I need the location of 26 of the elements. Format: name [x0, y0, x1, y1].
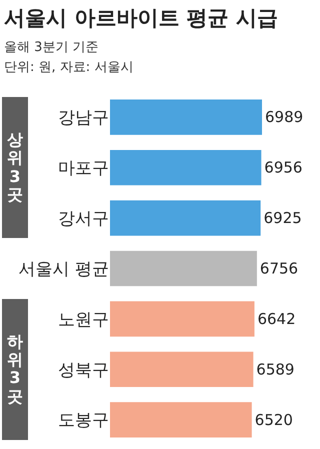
chart-title: 서울시 아르바이트 평균 시급 [4, 5, 278, 32]
bar [110, 352, 254, 388]
data-label: 6520 [254, 410, 293, 429]
data-label: 6589 [256, 360, 294, 378]
y-tick-label: 마포구 [58, 158, 109, 179]
y-tick-label: 성북구 [58, 360, 109, 380]
bar [110, 150, 262, 186]
group-label: 상위 3곳 [2, 97, 28, 238]
group-label: 하위 3곳 [2, 298, 28, 440]
bar [110, 200, 261, 236]
bar [110, 402, 252, 438]
y-tick-label: 서울시 평균 [18, 259, 109, 280]
y-tick-label: 강서구 [58, 209, 109, 230]
y-tick-label: 강남구 [58, 108, 109, 128]
y-tick-label: 도봉구 [58, 410, 109, 431]
data-label: 6925 [264, 209, 302, 228]
chart-subtitle: 올해 3분기 기준 [4, 39, 99, 56]
bar [110, 301, 254, 337]
data-label: 6756 [260, 260, 298, 278]
y-tick-label: 노원구 [58, 310, 109, 330]
text: 단위: 원, 자료: 서울시 [4, 59, 134, 76]
data-label: 6642 [257, 310, 296, 328]
bar [110, 250, 257, 286]
bar [110, 100, 262, 135]
data-label: 6989 [265, 108, 304, 126]
data-label: 6956 [264, 158, 302, 177]
